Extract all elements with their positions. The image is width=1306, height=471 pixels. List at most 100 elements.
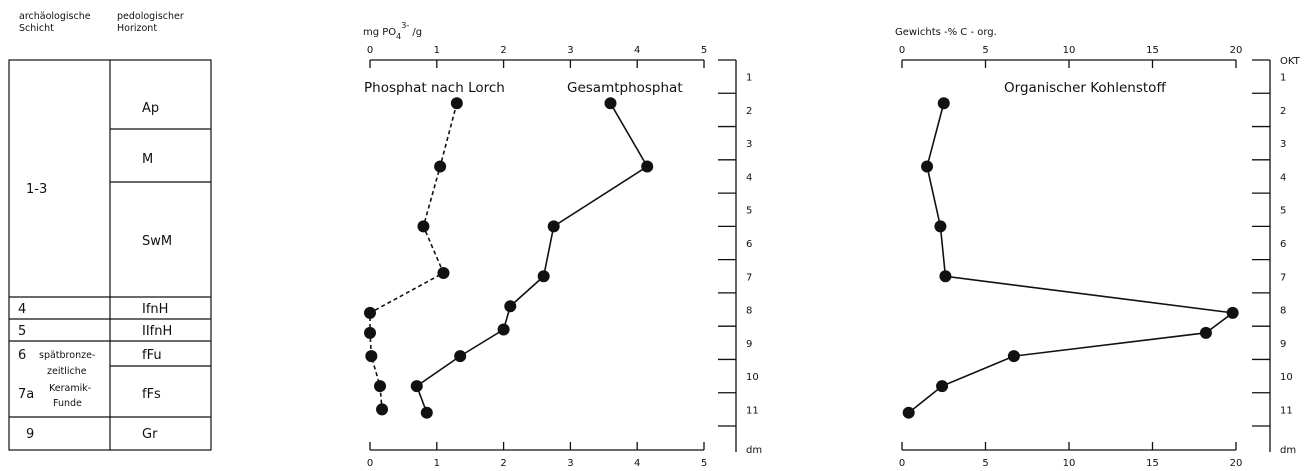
series-label-lorch: Phosphat nach Lorch [364,80,505,96]
carbon-bottom-tick-label: 0 [899,458,905,469]
depth1-tick-label: 7 [746,272,752,283]
depth2-tick-label: 5 [1280,206,1286,217]
depth1-tick-label: 5 [746,206,752,217]
carbon-top-tick-label: 5 [982,45,988,56]
horizont-label: fFs [142,387,161,402]
horizont-label: IIfnH [142,324,172,339]
carbon-top-tick-label: 0 [899,45,905,56]
phosphate-top-tick-label: 1 [434,45,440,56]
phosphate-data-point [434,160,447,173]
phosphate-data-point [437,266,450,279]
phosphate-data-point [450,97,463,110]
carbon-bottom-tick-label: 10 [1063,458,1076,469]
depth-axis-1: 1 2 3 4 5 6 7 8 9 10 11 dm [718,59,762,456]
phosphate-bottom-tick-label: 1 [434,458,440,469]
depth2-tick-label: 11 [1280,405,1293,416]
phosphate-bottom-tick-label: 2 [500,458,506,469]
carbon-top-tick-label: 20 [1230,45,1243,56]
phosphate-data-point [504,300,517,313]
phosphate-data-point [420,406,433,419]
schicht-label: 7a [18,387,34,402]
carbon-data-point [921,160,934,173]
phosphate-data-point [547,220,560,233]
phosphate-data-point [537,270,550,283]
depth1-tick-label: 10 [746,372,759,383]
phosphate-bottom-tick-label: 4 [634,458,640,469]
carbon-data-point [902,406,915,419]
annotation-line2: zeitliche [47,366,87,377]
depth1-tick-label: 8 [746,306,752,317]
phosphate-bottom-tick-label: 3 [567,458,573,469]
header-left-line1: archäologische [19,11,91,22]
depth1-tick-label: 11 [746,405,759,416]
depth1-tick-label: 4 [746,172,752,183]
carbon-bottom-tick-label: 15 [1146,458,1159,469]
carbon-data-point [1199,326,1212,339]
phosphate-bottom-tick-label: 0 [367,458,373,469]
phosphate-top-tick-label: 2 [500,45,506,56]
depth1-tick-label: 1 [746,73,752,84]
carbon-data-point [1226,306,1239,319]
phosphate-series-line-0 [369,103,458,410]
depth2-tick-label: 10 [1280,372,1293,383]
phosphate-data-point [604,97,617,110]
phosphate-chart: mg PO43- /g Phosphat nach Lorch Gesamtph… [363,21,707,469]
carbon-data-point [936,380,949,393]
carbon-data-point [934,220,947,233]
annotation-line4: Funde [53,398,82,409]
depth2-tick-label: 1 [1280,73,1286,84]
series-label-carbon: Organischer Kohlenstoff [1004,80,1166,96]
schicht-label: 6 [18,348,26,363]
header-left-line2: Schicht [19,23,54,34]
depth1-unit: dm [746,445,762,456]
horizont-label: M [142,152,153,167]
depth2-tick-label: 7 [1280,272,1286,283]
carbon-data-point [1007,350,1020,363]
depth2-tick-label: 3 [1280,139,1286,150]
carbon-bottom-tick-label: 20 [1230,458,1243,469]
depth2-tick-label: 2 [1280,106,1286,117]
header-right-line2: Horizont [117,23,157,34]
phosphate-top-tick-label: 3 [567,45,573,56]
depth2-tick-label: 6 [1280,239,1286,250]
horizont-label: IfnH [142,302,168,317]
phosphate-data-point [641,160,654,173]
series-label-gesamt: Gesamtphosphat [567,80,683,96]
depth-axis-2: 1 2 3 4 5 6 7 8 9 10 11 dm OKT [1252,56,1301,456]
schicht-label: 9 [26,427,34,442]
x-axis-label-carbon: Gewichts -% C - org. [895,27,997,38]
phosphate-top-tick-label: 5 [701,45,707,56]
phosphate-data-point [374,380,387,393]
horizont-label: SwM [142,234,172,249]
phosphate-data-point [497,323,510,336]
depth2-tick-label: 9 [1280,339,1286,350]
depth1-tick-label: 2 [746,106,752,117]
schicht-label: 1-3 [26,182,47,197]
carbon-data-point [939,270,952,283]
horizont-label: Ap [142,101,159,116]
phosphate-series-line-1 [415,102,649,413]
phosphate-data-point [410,380,423,393]
phosphate-data-point [417,220,430,233]
schicht-label: 4 [18,302,26,317]
depth1-tick-label: 3 [746,139,752,150]
depth1-tick-label: 6 [746,239,752,250]
schicht-label: 5 [18,324,26,339]
phosphate-top-tick-label: 0 [367,45,373,56]
carbon-top-tick-label: 15 [1146,45,1159,56]
carbon-data-point [937,97,950,110]
phosphate-top-tick-label: 4 [634,45,640,56]
carbon-chart: Gewichts -% C - org. Organischer Kohlens… [895,27,1242,469]
annotation-line1: spätbronze- [39,350,95,361]
depth2-top-label: OKT [1280,56,1301,67]
carbon-top-tick-label: 10 [1063,45,1076,56]
phosphate-data-point [376,403,389,416]
annotation-line3: Keramik- [49,383,91,394]
phosphate-data-point [365,350,378,363]
header-right-line1: pedologischer [117,11,184,22]
depth2-tick-label: 8 [1280,306,1286,317]
horizont-label: Gr [142,427,158,442]
phosphate-bottom-tick-label: 5 [701,458,707,469]
phosphate-data-point [364,306,376,319]
